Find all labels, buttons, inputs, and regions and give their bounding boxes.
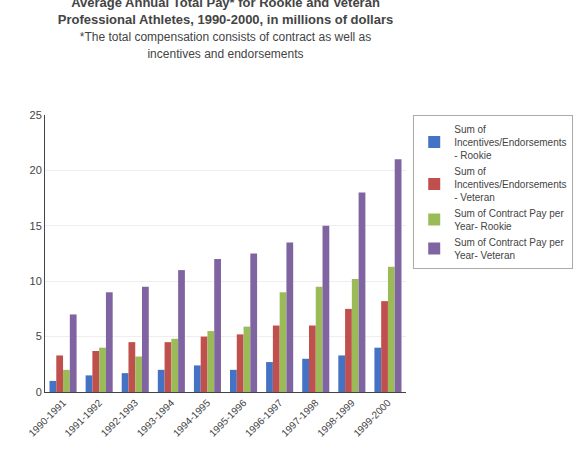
svg-text:25: 25 — [30, 109, 42, 121]
svg-text:1995-1996: 1995-1996 — [207, 397, 249, 439]
svg-text:15: 15 — [30, 220, 42, 232]
svg-text:Sum of Contract Pay perYear- V: Sum of Contract Pay perYear- Veteran — [454, 237, 564, 261]
svg-text:1996-1997: 1996-1997 — [243, 397, 285, 439]
svg-text:5: 5 — [36, 330, 42, 342]
svg-text:Sum ofIncentives/Endorsements-: Sum ofIncentives/Endorsements- Veteran — [454, 166, 566, 203]
svg-text:1998-1999: 1998-1999 — [315, 397, 357, 439]
svg-text:10: 10 — [30, 275, 42, 287]
svg-text:20: 20 — [30, 164, 42, 176]
svg-text:1990-1991: 1990-1991 — [26, 397, 68, 439]
svg-text:1992-1993: 1992-1993 — [99, 397, 141, 439]
svg-text:1997-1998: 1997-1998 — [279, 397, 321, 439]
svg-text:1993-1994: 1993-1994 — [135, 397, 177, 439]
svg-text:1994-1995: 1994-1995 — [171, 397, 213, 439]
svg-text:Sum of Contract Pay perYear- R: Sum of Contract Pay perYear- Rookie — [454, 208, 564, 232]
svg-text:0: 0 — [36, 386, 42, 398]
svg-text:1999-2000: 1999-2000 — [351, 397, 393, 439]
svg-text:1991-1992: 1991-1992 — [63, 397, 105, 439]
svg-text:Average Annual Total Pay* for: Average Annual Total Pay* for Rookie and… — [58, 0, 393, 61]
svg-text:Sum ofIncentives/Endorsements-: Sum ofIncentives/Endorsements- Rookie — [454, 124, 566, 161]
